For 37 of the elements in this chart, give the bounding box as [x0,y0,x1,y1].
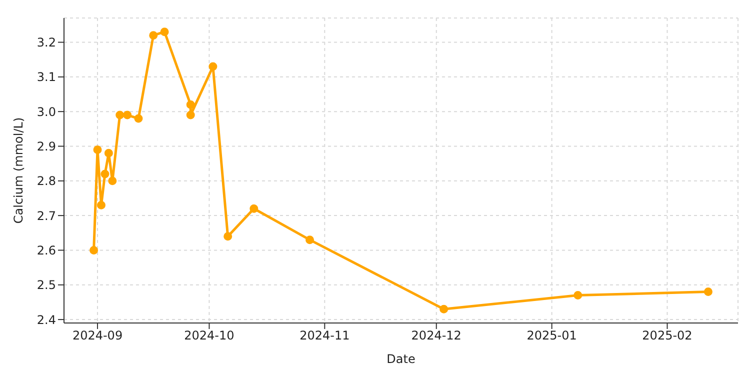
point [250,204,258,213]
point [116,110,124,120]
point [208,62,218,71]
point [224,232,232,241]
x-tick-label: 2024-10 [184,328,234,343]
point [90,246,98,254]
point [96,200,106,210]
point [186,110,195,120]
x-tick-label: 2024-12 [411,328,462,343]
point [149,31,158,40]
x-tick-label: 2024-09 [72,328,123,343]
y-tick-label: 3.2 [36,36,56,50]
y-tick-label: 2.5 [36,278,56,292]
y-tick-label: 2.6 [36,243,56,258]
point [704,288,712,296]
point [104,148,113,158]
x-axis-title: Date [386,352,416,366]
x-tick-label: 2024-11 [300,328,350,343]
point [93,145,102,154]
y-tick-label: 2.9 [36,140,56,154]
x-tick-label: 2025-02 [642,328,692,343]
point [440,304,448,314]
point [186,100,195,109]
x-tick-label: 2025-01 [526,328,577,343]
point [574,291,582,300]
y-tick-label: 3.1 [36,70,56,84]
y-tick-label: 2.8 [36,174,56,188]
point [108,176,117,186]
y-tick-label: 3.0 [36,104,56,119]
point [134,114,143,123]
y-tick-label: 2.4 [36,312,56,327]
point [306,236,314,244]
y-axis-title: Calcium (mmol/L) [11,117,26,224]
y-tick-label: 2.7 [36,208,56,223]
point [160,28,169,36]
point [100,170,110,178]
point [123,110,132,120]
